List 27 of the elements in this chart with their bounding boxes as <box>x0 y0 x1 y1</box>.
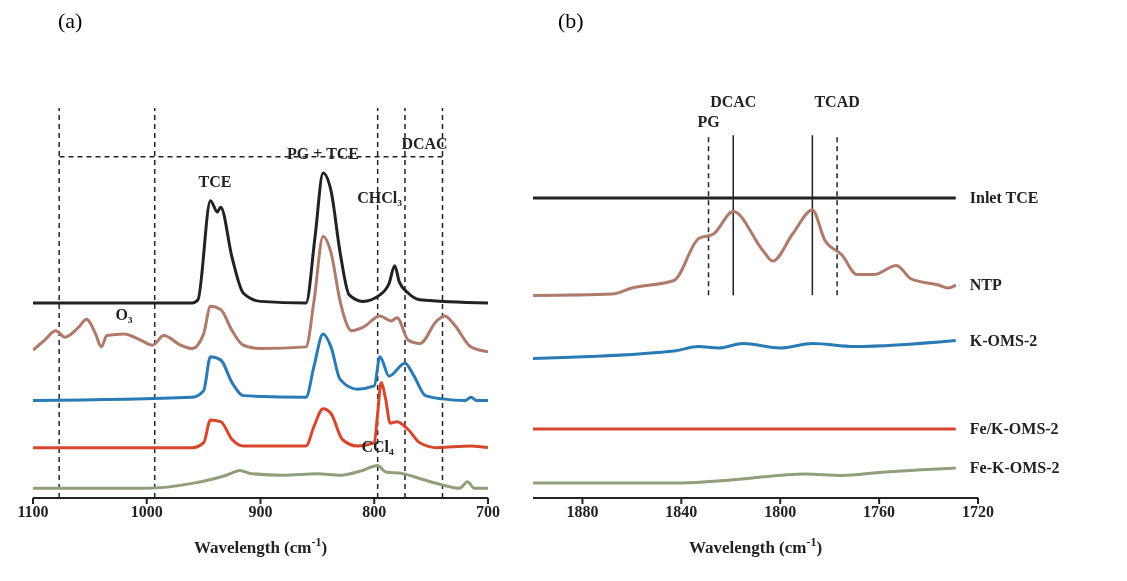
x-tick-label: 1100 <box>17 503 49 521</box>
series-label: Fe-K-OMS-2 <box>969 459 1060 476</box>
ref-line-label: CHCl₃ <box>357 189 403 206</box>
series-label: Inlet TCE <box>969 189 1039 206</box>
ref-line-label: PG <box>697 113 721 131</box>
chart-title: (b) <box>557 8 585 35</box>
chart-title: (a) <box>57 8 84 35</box>
x-axis-title: Wavelength (cm$^{-1}$) <box>193 535 328 557</box>
series-label: Fe/K-OMS-2 <box>969 420 1059 437</box>
series-label: NTP <box>969 276 1002 293</box>
ref-line-label: TCAD <box>814 93 860 111</box>
x-tick-label: 700 <box>476 503 500 521</box>
annotation: TCE <box>198 172 232 190</box>
ref-line-label: DCAC <box>401 134 448 152</box>
x-tick-label: 900 <box>248 503 273 521</box>
x-tick-label: 1000 <box>130 503 163 521</box>
x-tick-label: 1720 <box>962 503 994 521</box>
x-tick-label: 1800 <box>764 503 797 521</box>
series-label: K-OMS-2 <box>969 331 1038 349</box>
x-tick-label: 1880 <box>566 503 599 521</box>
annotation: CCl₄ <box>361 437 395 455</box>
x-tick-label: 1760 <box>863 503 896 521</box>
x-tick-label: 1840 <box>665 503 698 521</box>
x-tick-label: 800 <box>362 503 387 521</box>
ref-line-label: DCAC <box>710 93 757 111</box>
x-axis-title: Wavelength (cm$^{-1}$) <box>688 535 823 557</box>
annotation: O₃ <box>115 305 133 323</box>
